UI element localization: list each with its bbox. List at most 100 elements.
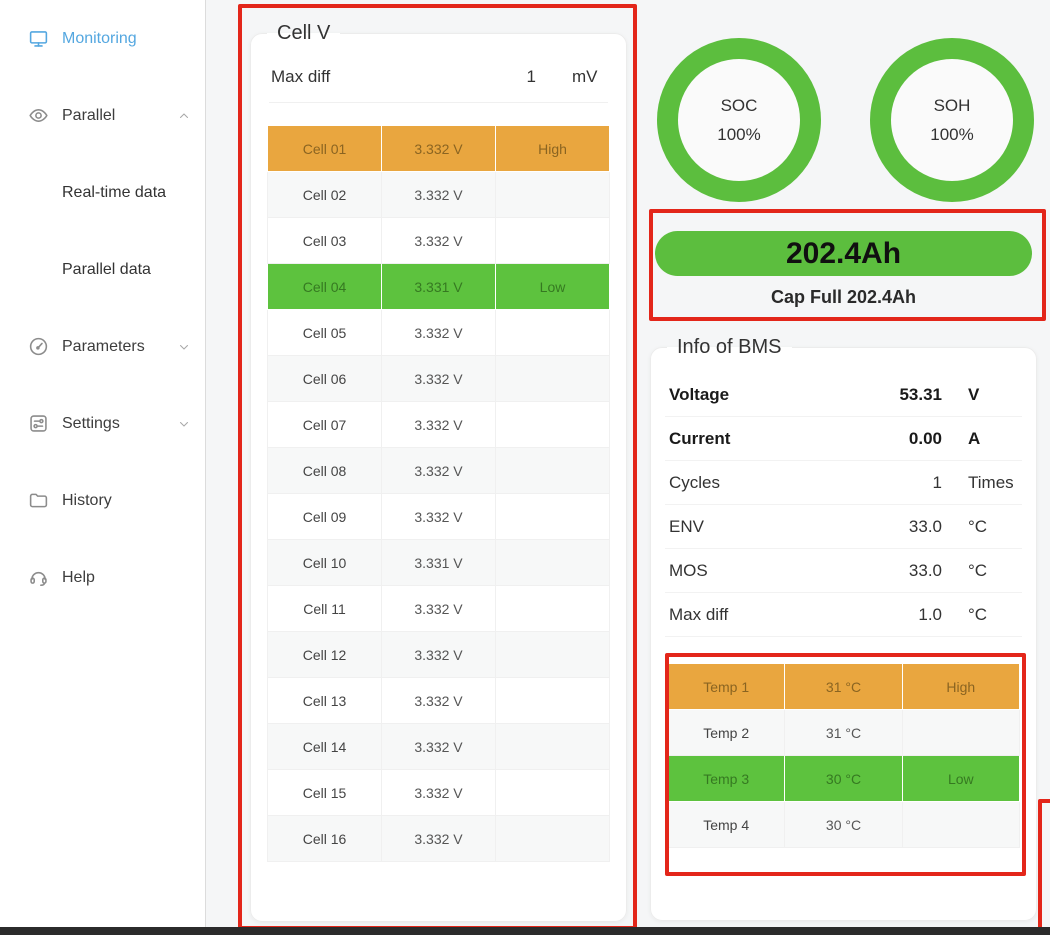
bms-info-row: ENV 33.0 °C (665, 505, 1022, 549)
table-row: Cell 15 3.332 V (267, 769, 610, 816)
capacity-caption: Cap Full 202.4Ah (770, 287, 917, 307)
table-row: Cell 07 3.332 V (267, 401, 610, 448)
soc-gauge: SOC 100% (657, 38, 821, 202)
cell-status: High (495, 125, 610, 172)
cell-voltage: 3.332 V (381, 355, 496, 402)
temperature-table: Temp 1 31 °C High Temp 2 31 °C Temp 3 30 °C Low… (666, 663, 1021, 848)
temp-status (901, 801, 1021, 848)
bms-info-label: ENV (669, 516, 704, 536)
cell-status: Low (495, 263, 610, 310)
table-row: Cell 16 3.332 V (267, 815, 610, 862)
soh-gauge: SOH 100% (870, 38, 1034, 202)
bms-info-value: 1 (932, 472, 942, 492)
bms-info-label: Voltage (669, 384, 730, 404)
capacity-badge: 202.4Ah (655, 231, 1032, 276)
cell-status (495, 723, 610, 770)
bms-info-row: Current 0.00 A (665, 417, 1022, 461)
cell-name: Cell 14 (267, 723, 382, 770)
table-row: Cell 06 3.332 V (267, 355, 610, 402)
bms-info-label: Cycles (669, 472, 721, 492)
cell-voltage-panel-title: Cell V (277, 22, 331, 44)
cell-name: Cell 03 (267, 217, 382, 264)
bms-info-row: Cycles 1 Times (665, 461, 1022, 505)
bms-info-value: 0.00 (908, 428, 942, 448)
sidebar-item-real-time-data[interactable]: Real-time data (0, 154, 205, 231)
cell-name: Cell 12 (267, 631, 382, 678)
cell-name: Cell 07 (267, 401, 382, 448)
cell-name: Cell 16 (267, 815, 382, 862)
bms-info-unit: °C (968, 604, 988, 624)
cell-voltage: 3.332 V (381, 815, 496, 862)
bms-info-unit: °C (968, 516, 988, 536)
temp-value: 30 °C (784, 755, 903, 802)
bms-info-value: 33.0 (908, 560, 942, 580)
bms-info-panel-title: Info of BMS (677, 336, 782, 358)
table-row: Temp 4 30 °C (666, 801, 1021, 848)
cell-status (495, 585, 610, 632)
bms-info-unit: V (968, 384, 980, 404)
cell-status (495, 677, 610, 724)
chevron-down-icon (177, 340, 191, 354)
sidebar-item-monitoring[interactable]: Monitoring (0, 0, 205, 77)
table-row: Cell 02 3.332 V (267, 171, 610, 218)
temp-value: 30 °C (784, 801, 903, 848)
bms-info-row: Voltage 53.31 V (665, 373, 1022, 417)
cell-voltage: 3.331 V (381, 263, 496, 310)
cell-voltage: 3.332 V (381, 401, 496, 448)
sidebar-item-parameters[interactable]: Parameters (0, 308, 205, 385)
temp-name: Temp 1 (666, 663, 786, 710)
bms-info-row: MOS 33.0 °C (665, 549, 1022, 593)
sidebar-item-label: Parameters (62, 337, 145, 355)
cell-name: Cell 08 (267, 447, 382, 494)
sidebar-item-label: Parallel (62, 106, 116, 124)
table-row: Cell 01 3.332 V High (267, 125, 610, 172)
chevron-up-icon (177, 109, 191, 123)
cell-voltage: 3.332 V (381, 447, 496, 494)
bms-info-unit: A (968, 428, 981, 448)
sidebar-item-help[interactable]: Help (0, 539, 205, 616)
cell-status (495, 171, 610, 218)
soh-gauge-value: 100% (930, 124, 974, 144)
cell-voltage: 3.332 V (381, 769, 496, 816)
soc-gauge-label: SOC (720, 95, 758, 115)
cell-voltage: 3.332 V (381, 493, 496, 540)
table-row: Cell 09 3.332 V (267, 493, 610, 540)
cell-name: Cell 13 (267, 677, 382, 724)
sidebar-item-label: Real-time data (62, 183, 167, 201)
cell-status (495, 769, 610, 816)
sidebar-item-label: Settings (62, 414, 120, 432)
table-row: Temp 3 30 °C Low (666, 755, 1021, 802)
bms-info-value: 53.31 (899, 384, 942, 404)
bms-info-value: 33.0 (908, 516, 942, 536)
cell-voltage: 3.332 V (381, 217, 496, 264)
temp-status: Low (901, 755, 1021, 802)
sidebar-item-settings[interactable]: Settings (0, 385, 205, 462)
sidebar-item-parallel-data[interactable]: Parallel data (0, 231, 205, 308)
cell-voltage-panel: Cell V Max diff 1 mV Cell 01 3.332 V High C… (250, 22, 627, 922)
folder-icon (28, 490, 49, 511)
sidebar-item-parallel[interactable]: Parallel (0, 77, 205, 154)
sidebar-item-history[interactable]: History (0, 462, 205, 539)
table-row: Cell 03 3.332 V (267, 217, 610, 264)
cell-voltage: 3.332 V (381, 171, 496, 218)
bms-info-label: Current (669, 428, 731, 448)
cell-voltage: 3.332 V (381, 309, 496, 356)
bms-info-rows: Voltage 53.31 V Current 0.00 A Cycles 1 Times ENV… (665, 373, 1022, 637)
table-row: Cell 11 3.332 V (267, 585, 610, 632)
cell-name: Cell 11 (267, 585, 382, 632)
bms-info-unit: °C (968, 560, 988, 580)
sidebar-nav: Monitoring Parallel Real-time data Parallel… (0, 0, 205, 616)
bms-info-unit: Times (968, 472, 1014, 492)
table-row: Temp 2 31 °C (666, 709, 1021, 756)
temp-name: Temp 4 (666, 801, 786, 848)
soc-gauge-value: 100% (717, 124, 761, 144)
bms-info-panel: Info of BMS Voltage 53.31 V Current 0.00 A Cyc… (650, 336, 1037, 921)
sidebar-item-label: Monitoring (62, 29, 137, 47)
window-bottom-edge (0, 927, 1050, 935)
table-row: Temp 1 31 °C High (666, 663, 1021, 710)
soh-gauge-label: SOH (933, 95, 971, 115)
table-row: Cell 04 3.331 V Low (267, 263, 610, 310)
cell-voltage: 3.332 V (381, 125, 496, 172)
cell-status (495, 631, 610, 678)
monitor-icon (28, 28, 49, 49)
